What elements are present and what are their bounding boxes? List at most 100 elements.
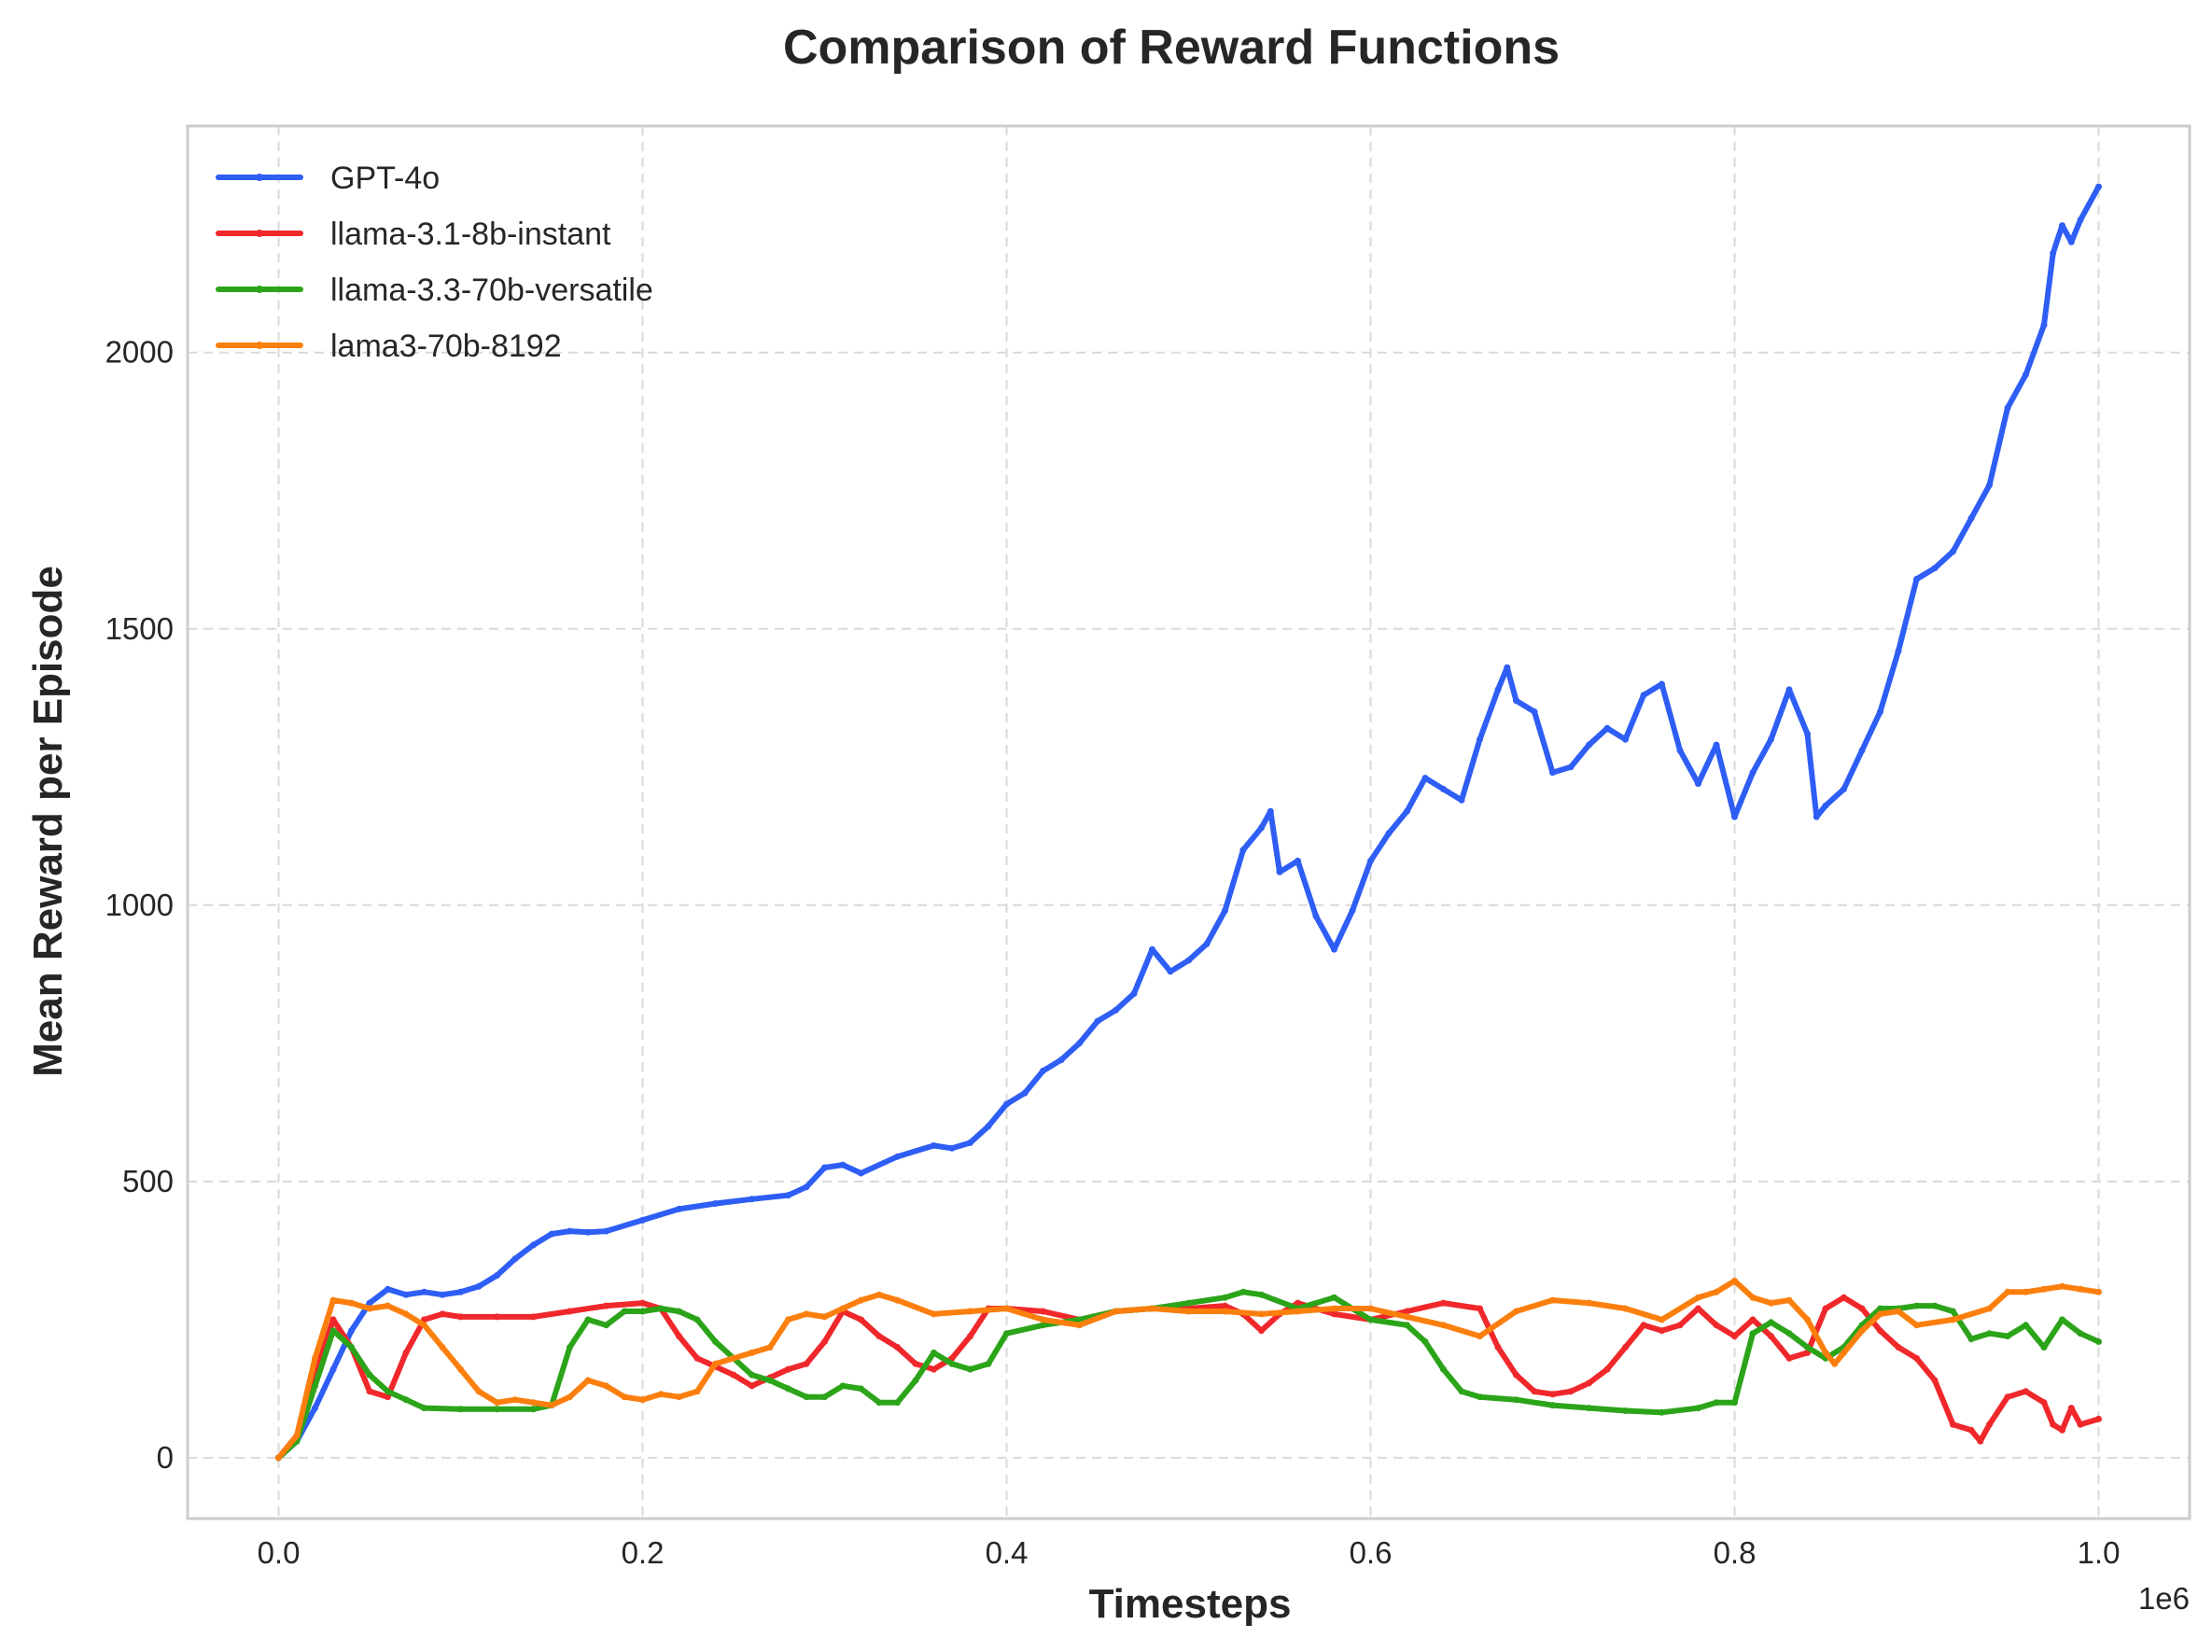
data-point: [803, 1183, 810, 1191]
data-point: [1258, 824, 1265, 832]
data-point: [530, 1406, 537, 1413]
data-point: [1367, 857, 1374, 864]
data-point: [457, 1288, 464, 1295]
data-point: [712, 1338, 719, 1345]
data-point: [1349, 907, 1356, 915]
data-point: [293, 1432, 301, 1439]
data-point: [1477, 1333, 1483, 1340]
data-point: [2023, 1288, 2029, 1295]
data-point: [1913, 1302, 1920, 1309]
data-point: [1913, 1322, 1920, 1329]
data-point: [494, 1272, 500, 1279]
data-point: [1003, 1330, 1010, 1337]
data-point: [1768, 1299, 1774, 1307]
data-point: [1586, 741, 1592, 749]
data-point: [1003, 1100, 1010, 1108]
data-point: [475, 1388, 483, 1395]
data-point: [1113, 1308, 1119, 1315]
data-point: [1785, 1330, 1793, 1337]
data-point: [730, 1371, 737, 1379]
data-point: [1977, 1437, 1984, 1445]
data-point: [2095, 1338, 2102, 1345]
data-point: [894, 1296, 901, 1304]
data-point: [1040, 1067, 1046, 1074]
data-point: [1222, 907, 1228, 915]
data-point: [858, 1385, 864, 1393]
data-point: [1040, 1322, 1046, 1329]
data-point: [1404, 807, 1410, 815]
data-point: [329, 1296, 337, 1304]
data-point: [803, 1310, 810, 1318]
data-point: [1076, 1040, 1083, 1047]
data-point: [785, 1365, 791, 1373]
data-point: [2050, 249, 2057, 257]
data-point: [603, 1382, 609, 1390]
data-point: [421, 1288, 427, 1295]
data-point: [1950, 1421, 1956, 1428]
data-point: [1695, 1294, 1701, 1301]
data-point: [530, 1399, 537, 1407]
data-point: [1931, 1377, 1939, 1384]
data-point: [348, 1299, 355, 1307]
data-point: [457, 1365, 464, 1373]
x-tick-label: 0.2: [622, 1535, 665, 1570]
data-point: [1841, 786, 1847, 792]
data-point: [1640, 1322, 1647, 1329]
data-point: [858, 1169, 864, 1177]
data-point: [1676, 1322, 1684, 1329]
data-point: [1813, 813, 1820, 820]
data-point: [676, 1205, 682, 1212]
data-point: [1731, 1333, 1738, 1340]
data-point: [1477, 1305, 1483, 1312]
data-point: [1312, 913, 1320, 920]
data-point: [366, 1299, 373, 1307]
legend: GPT-4o llama-3.1-8b-instant llama-3.3-70b-…: [216, 161, 653, 364]
data-point: [1804, 1344, 1811, 1351]
data-point: [1785, 1296, 1793, 1304]
data-point: [1549, 1402, 1556, 1409]
data-point: [1749, 1330, 1757, 1337]
data-point: [1804, 1316, 1811, 1323]
data-point: [730, 1354, 737, 1362]
data-point: [1749, 769, 1757, 777]
data-point: [639, 1299, 646, 1307]
data-point: [803, 1393, 810, 1401]
data-point: [2077, 1285, 2084, 1293]
data-point: [1967, 514, 1975, 522]
data-point: [931, 1349, 937, 1356]
data-point: [657, 1305, 665, 1312]
legend-label: GPT-4o: [330, 161, 440, 196]
data-point: [1749, 1294, 1757, 1301]
data-point: [821, 1338, 828, 1345]
data-point: [1295, 1308, 1301, 1315]
data-point: [1841, 1294, 1847, 1301]
series-lama3-70b-8192: [275, 1277, 2102, 1462]
data-point: [839, 1382, 847, 1390]
y-axis-label: Mean Reward per Episode: [25, 566, 71, 1077]
data-point: [1057, 1057, 1065, 1064]
data-point: [1331, 1305, 1337, 1312]
data-point: [985, 1123, 992, 1130]
data-point: [494, 1406, 500, 1413]
data-point: [1440, 1299, 1447, 1307]
data-point: [1913, 576, 1920, 582]
data-point: [1531, 708, 1538, 716]
legend-item-lama3-70b-8192: lama3-70b-8192: [216, 329, 562, 364]
x-tick-label: 0.0: [258, 1535, 301, 1570]
data-point: [1822, 1349, 1829, 1356]
data-point: [1094, 1017, 1101, 1025]
data-point: [329, 1327, 337, 1335]
data-point: [2023, 371, 2029, 378]
data-point: [931, 1141, 937, 1149]
data-point: [1640, 692, 1647, 699]
data-point: [1986, 1421, 1993, 1428]
data-point: [1749, 1316, 1757, 1323]
data-point: [1967, 1426, 1975, 1434]
data-point: [693, 1388, 701, 1395]
data-point: [1768, 1333, 1774, 1340]
data-point: [366, 1305, 373, 1312]
legend-label: llama-3.3-70b-versatile: [330, 273, 653, 308]
data-point: [948, 1360, 956, 1367]
data-point: [421, 1405, 427, 1412]
